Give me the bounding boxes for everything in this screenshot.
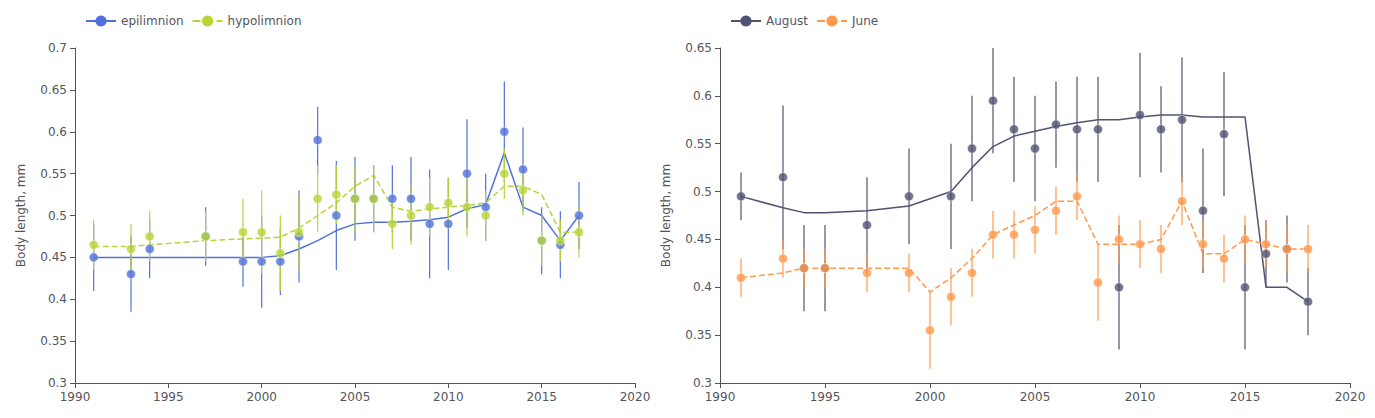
svg-text:0.55: 0.55 [40, 167, 67, 181]
svg-text:0.35: 0.35 [40, 334, 67, 348]
svg-text:2020: 2020 [620, 390, 651, 404]
svg-text:August: August [766, 14, 808, 28]
svg-text:2015: 2015 [1230, 390, 1261, 404]
svg-text:Body length, mm: Body length, mm [659, 164, 673, 267]
svg-text:0.55: 0.55 [685, 137, 712, 151]
svg-text:0.4: 0.4 [48, 292, 67, 306]
svg-text:0.45: 0.45 [40, 250, 67, 264]
svg-text:0.3: 0.3 [693, 376, 712, 390]
svg-text:0.65: 0.65 [685, 41, 712, 55]
svg-text:0.6: 0.6 [48, 125, 67, 139]
svg-text:0.35: 0.35 [685, 328, 712, 342]
svg-text:2000: 2000 [915, 390, 946, 404]
svg-text:2000: 2000 [246, 390, 277, 404]
svg-text:2005: 2005 [1020, 390, 1051, 404]
svg-text:0.5: 0.5 [693, 185, 712, 199]
svg-text:1990: 1990 [705, 390, 736, 404]
svg-text:Body length, mm: Body length, mm [14, 164, 28, 267]
svg-text:0.7: 0.7 [48, 41, 67, 55]
svg-text:2005: 2005 [340, 390, 371, 404]
svg-text:0.4: 0.4 [693, 280, 712, 294]
svg-text:2015: 2015 [526, 390, 557, 404]
svg-text:hypolimnion: hypolimnion [228, 14, 302, 28]
svg-text:2010: 2010 [433, 390, 464, 404]
svg-text:0.6: 0.6 [693, 89, 712, 103]
svg-text:2020: 2020 [1335, 390, 1366, 404]
svg-text:0.5: 0.5 [48, 209, 67, 223]
svg-text:2010: 2010 [1125, 390, 1156, 404]
svg-text:0.3: 0.3 [48, 376, 67, 390]
svg-text:epilimnion: epilimnion [121, 14, 184, 28]
svg-text:1995: 1995 [810, 390, 841, 404]
svg-text:June: June [851, 14, 878, 28]
svg-text:0.45: 0.45 [685, 232, 712, 246]
svg-text:1995: 1995 [153, 390, 184, 404]
svg-text:1990: 1990 [60, 390, 91, 404]
svg-text:0.65: 0.65 [40, 83, 67, 97]
